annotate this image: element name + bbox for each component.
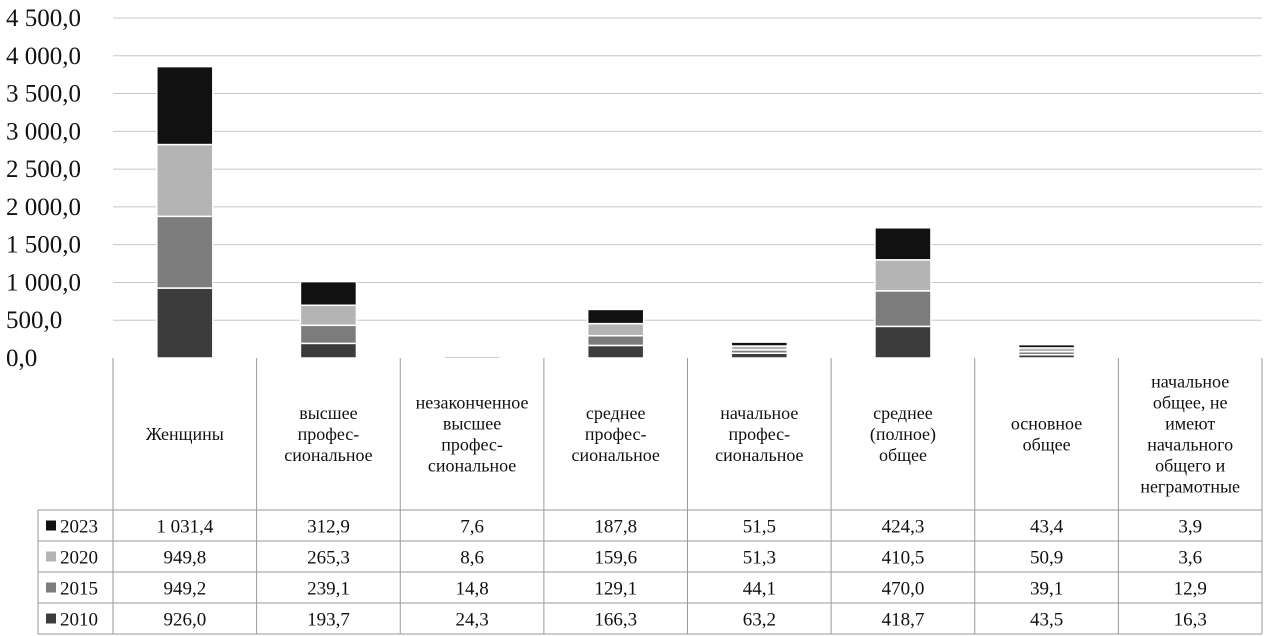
y-tick-label: 4 000,0 bbox=[6, 43, 81, 70]
category-label: начальное общее, не имеют начального общего … bbox=[1140, 372, 1240, 497]
table-cell-value: 166,3 bbox=[594, 610, 637, 631]
table-cell-value: 51,5 bbox=[743, 517, 776, 538]
table-cell-value: 39,1 bbox=[1030, 579, 1063, 600]
bar-segment-2020 bbox=[156, 143, 214, 218]
bar-segment-2023 bbox=[1161, 354, 1219, 357]
bar-segment-2015 bbox=[874, 290, 932, 328]
legend-key-2010 bbox=[46, 613, 56, 624]
category-label: Женщины bbox=[146, 424, 224, 444]
table-cell-value: 949,8 bbox=[163, 548, 206, 569]
bar-segment-2023 bbox=[586, 308, 645, 325]
table-cell-value: 7,6 bbox=[460, 517, 484, 538]
bar-segment-2023 bbox=[299, 280, 358, 307]
table-cell-value: 470,0 bbox=[882, 579, 925, 600]
bar-segment-2020 bbox=[299, 304, 358, 327]
table-cell-value: 14,8 bbox=[455, 579, 488, 600]
legend-key-2015 bbox=[46, 582, 56, 593]
bar-segment-2023 bbox=[874, 227, 932, 261]
table-cell-value: 1 031,4 bbox=[156, 517, 214, 538]
category-label: высшее профес-сиональное bbox=[284, 403, 372, 465]
y-tick-label: 1 500,0 bbox=[6, 232, 81, 259]
bar-segment-2020 bbox=[874, 259, 932, 292]
table-cell-value: 949,2 bbox=[163, 579, 206, 600]
y-tick-label: 2 500,0 bbox=[6, 156, 81, 183]
table-cell-value: 129,1 bbox=[594, 579, 637, 600]
table-cell-value: 312,9 bbox=[307, 517, 350, 538]
category-label: основное общее bbox=[1011, 414, 1082, 455]
bar-segment-2023 bbox=[156, 65, 214, 146]
legend-label: 2010 bbox=[60, 610, 98, 631]
y-tick-label: 0,0 bbox=[6, 345, 37, 372]
category-label: среднее (полное) общее bbox=[870, 403, 936, 465]
table-cell-value: 51,3 bbox=[743, 548, 776, 569]
bar-segment-2010 bbox=[586, 344, 645, 359]
table-cell-value: 410,5 bbox=[882, 548, 925, 569]
bar-segment-2015 bbox=[586, 334, 645, 347]
table-cell-value: 424,3 bbox=[882, 517, 925, 538]
y-tick-label: 2 000,0 bbox=[6, 194, 81, 221]
legend-key-2023 bbox=[46, 520, 56, 531]
gridlines bbox=[113, 17, 1262, 321]
category-label: среднее профес-сиональное bbox=[571, 403, 659, 465]
table-cell-value: 418,7 bbox=[882, 610, 925, 631]
y-tick-label: 3 500,0 bbox=[6, 81, 81, 108]
table-cell-value: 16,3 bbox=[1174, 610, 1207, 631]
table-cell-value: 63,2 bbox=[743, 610, 776, 631]
bar-segment-2023 bbox=[1017, 343, 1076, 349]
legend-label: 2015 bbox=[60, 579, 98, 600]
table-cell-value: 3,9 bbox=[1178, 517, 1202, 538]
bar-segment-2015 bbox=[299, 324, 358, 345]
table-cell-value: 265,3 bbox=[307, 548, 350, 569]
bar-segment-2010 bbox=[299, 342, 358, 359]
table-cell-value: 12,9 bbox=[1174, 579, 1207, 600]
y-tick-label: 3 000,0 bbox=[6, 118, 81, 145]
bar-segment-2023 bbox=[730, 341, 789, 347]
table-cell-value: 926,0 bbox=[163, 610, 206, 631]
table-cell-value: 8,6 bbox=[460, 548, 484, 569]
y-tick-label: 1 000,0 bbox=[6, 269, 81, 296]
category-label: незаконченное высшее профес-сиональное bbox=[416, 393, 529, 476]
bar-segment-2010 bbox=[874, 325, 932, 359]
bar-segment-2015 bbox=[156, 215, 214, 289]
y-axis-tick-labels: 0,0 500,0 1 000,0 1 500,0 2 000,0 2 500,0 3 00… bbox=[6, 5, 81, 372]
table-cell-value: 43,4 bbox=[1030, 517, 1064, 538]
table-cell-value: 193,7 bbox=[307, 610, 350, 631]
y-tick-label: 4 500,0 bbox=[6, 5, 81, 32]
table-cell-value: 43,5 bbox=[1030, 610, 1063, 631]
table-cell-value: 187,8 bbox=[594, 517, 637, 538]
table-cell-value: 44,1 bbox=[743, 579, 776, 600]
bar-segment-2020 bbox=[586, 322, 645, 337]
data-table: Женщины высшее профес-сиональное незакончен… bbox=[37, 358, 1263, 635]
legend-key-2020 bbox=[46, 551, 56, 562]
bar-segments bbox=[156, 65, 1219, 359]
legend-label: 2023 bbox=[60, 517, 98, 538]
y-tick-label: 500,0 bbox=[6, 307, 62, 334]
category-label: начальное профес-сиональное bbox=[715, 403, 803, 465]
bar-segment-2010 bbox=[156, 287, 214, 359]
table-cell-value: 159,6 bbox=[594, 548, 637, 569]
table-cell-value: 3,6 bbox=[1178, 548, 1202, 569]
table-cell-value: 24,3 bbox=[455, 610, 488, 631]
bar-segment-2023 bbox=[443, 353, 501, 356]
table-cell-value: 239,1 bbox=[307, 579, 350, 600]
table-cell-value: 50,9 bbox=[1030, 548, 1063, 569]
legend-label: 2020 bbox=[60, 548, 98, 569]
